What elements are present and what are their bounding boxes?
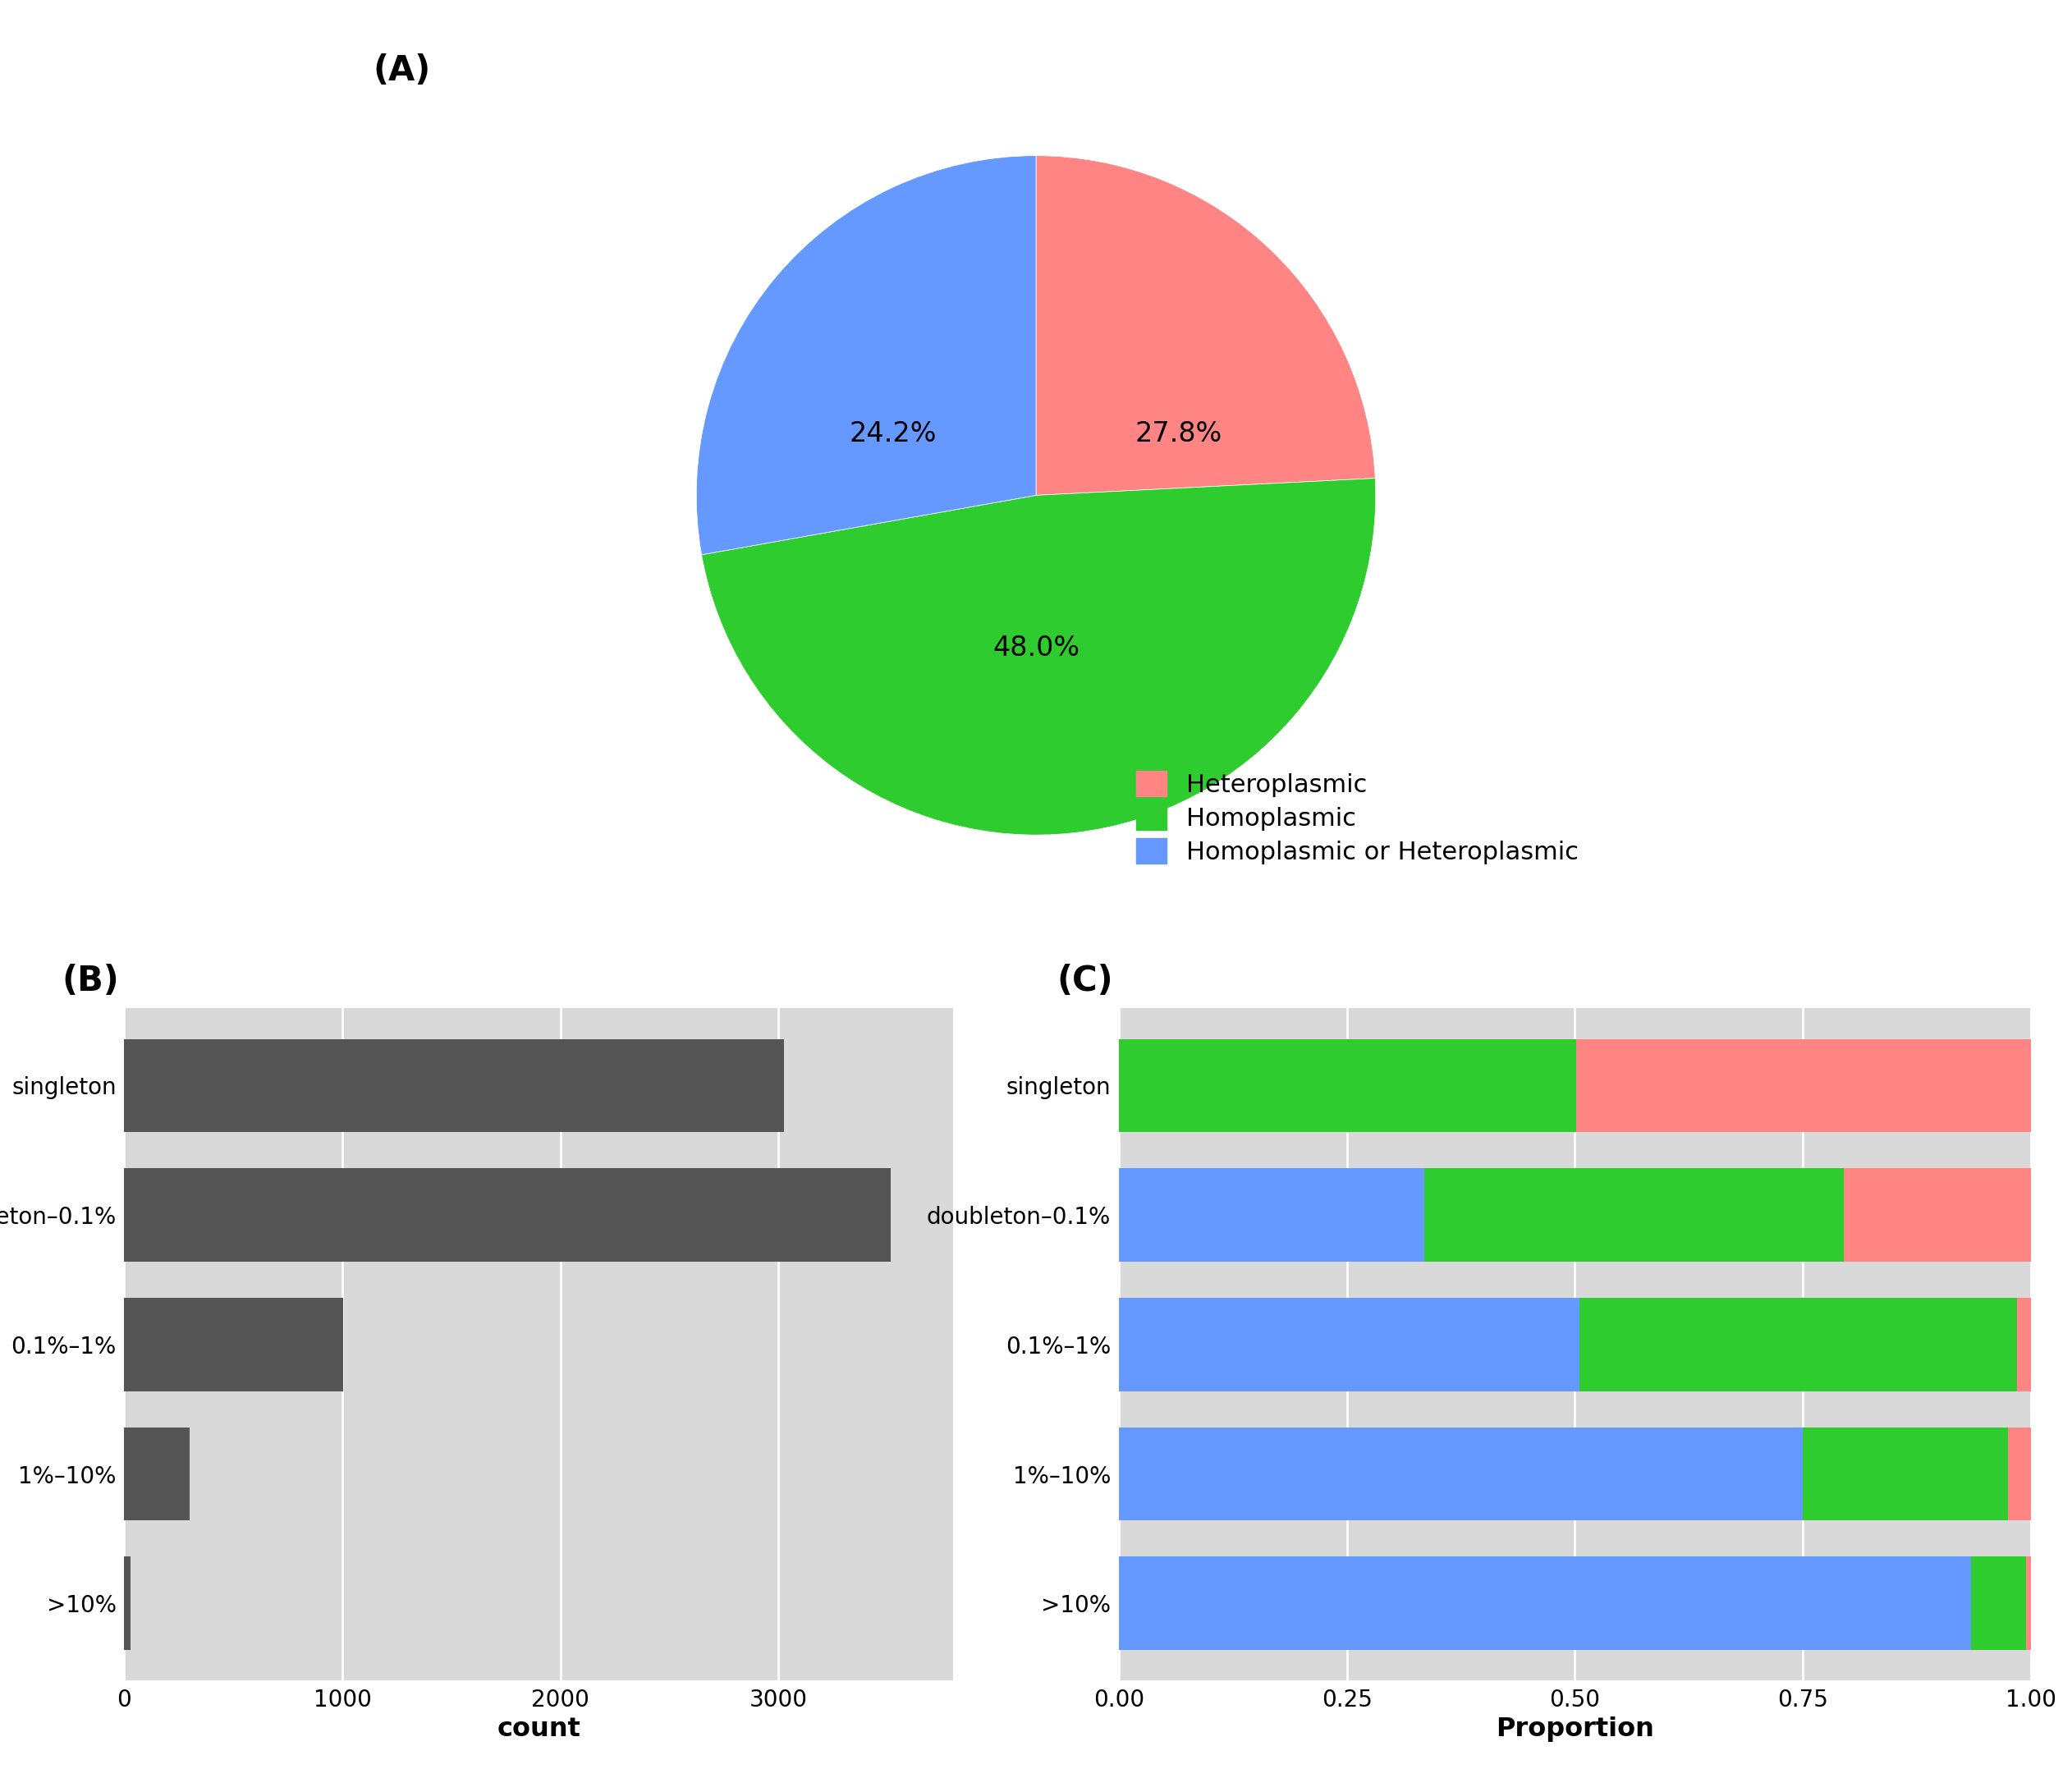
- Bar: [1579, 1298, 2016, 1390]
- Legend: Heteroplasmic, Homoplasmic, Homoplasmic or Heteroplasmic: Heteroplasmic, Homoplasmic, Homoplasmic …: [1131, 766, 1583, 869]
- Wedge shape: [696, 156, 1036, 555]
- Bar: [124, 1428, 189, 1521]
- Bar: [1844, 1168, 2031, 1261]
- Text: (C): (C): [1057, 964, 1113, 998]
- Bar: [1119, 1428, 1803, 1521]
- Text: 24.2%: 24.2%: [850, 421, 937, 448]
- Bar: [1119, 1298, 1579, 1390]
- Bar: [2016, 1298, 2031, 1390]
- Bar: [124, 1298, 344, 1390]
- Text: (B): (B): [62, 964, 120, 998]
- Bar: [124, 1168, 891, 1261]
- Bar: [1423, 1168, 1844, 1261]
- Text: 27.8%: 27.8%: [1135, 421, 1222, 448]
- Bar: [2026, 1557, 2031, 1650]
- Bar: [1119, 1557, 1970, 1650]
- Bar: [1577, 1038, 2031, 1132]
- Text: 48.0%: 48.0%: [992, 635, 1080, 662]
- Bar: [124, 1557, 131, 1650]
- Bar: [1119, 1168, 1423, 1261]
- X-axis label: count: count: [497, 1716, 580, 1741]
- Bar: [1803, 1428, 2008, 1521]
- Bar: [124, 1038, 785, 1132]
- Wedge shape: [702, 478, 1376, 835]
- Bar: [1970, 1557, 2026, 1650]
- Wedge shape: [1036, 156, 1376, 495]
- Bar: [1119, 1038, 1577, 1132]
- Text: (A): (A): [373, 53, 431, 87]
- X-axis label: Proportion: Proportion: [1496, 1716, 1653, 1741]
- Bar: [2008, 1428, 2031, 1521]
